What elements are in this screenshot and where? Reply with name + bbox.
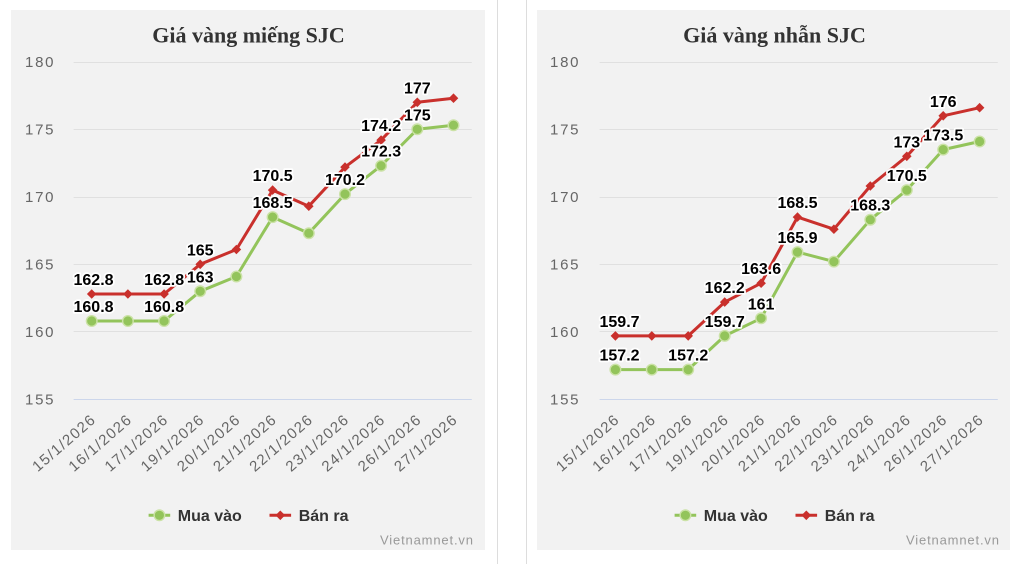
svg-text:168.5: 168.5 — [253, 195, 293, 212]
svg-text:162.8: 162.8 — [144, 272, 184, 289]
svg-text:175: 175 — [25, 122, 54, 139]
svg-text:177: 177 — [404, 80, 431, 97]
svg-text:165.9: 165.9 — [777, 230, 817, 247]
svg-text:163.6: 163.6 — [741, 261, 781, 278]
svg-text:Vietnamnet.vn: Vietnamnet.vn — [906, 533, 999, 548]
svg-text:168.5: 168.5 — [777, 195, 817, 212]
svg-text:Giá vàng miếng SJC: Giá vàng miếng SJC — [152, 22, 345, 47]
svg-text:159.7: 159.7 — [600, 314, 640, 331]
svg-text:155: 155 — [25, 392, 54, 409]
svg-text:Bán ra: Bán ra — [299, 508, 349, 525]
svg-text:173: 173 — [893, 134, 920, 151]
svg-text:162.8: 162.8 — [74, 272, 114, 289]
svg-text:Mua vào: Mua vào — [704, 508, 768, 525]
svg-text:160: 160 — [550, 324, 579, 341]
svg-text:157.2: 157.2 — [668, 348, 708, 365]
svg-text:175: 175 — [404, 107, 431, 124]
svg-text:155: 155 — [550, 392, 579, 409]
svg-text:170.2: 170.2 — [325, 172, 365, 189]
svg-text:170.5: 170.5 — [887, 168, 927, 185]
svg-text:180: 180 — [550, 54, 579, 71]
svg-text:Giá vàng nhẫn SJC: Giá vàng nhẫn SJC — [683, 22, 866, 47]
svg-text:168.3: 168.3 — [850, 198, 890, 215]
svg-text:160.8: 160.8 — [144, 299, 184, 316]
svg-text:165: 165 — [25, 257, 54, 274]
svg-text:160.8: 160.8 — [74, 299, 114, 316]
svg-text:159.7: 159.7 — [705, 314, 745, 331]
svg-text:172.3: 172.3 — [361, 144, 401, 161]
svg-text:175: 175 — [550, 122, 579, 139]
svg-text:165: 165 — [550, 257, 579, 274]
svg-text:180: 180 — [25, 54, 54, 71]
svg-text:161: 161 — [748, 296, 775, 313]
svg-text:Bán ra: Bán ra — [825, 508, 875, 525]
svg-text:170: 170 — [550, 189, 579, 206]
svg-text:157.2: 157.2 — [600, 348, 640, 365]
svg-text:170.5: 170.5 — [253, 168, 293, 185]
svg-text:165: 165 — [187, 242, 214, 259]
svg-text:170: 170 — [25, 189, 54, 206]
svg-text:Vietnamnet.vn: Vietnamnet.vn — [380, 533, 473, 548]
svg-text:162.2: 162.2 — [705, 280, 745, 297]
svg-text:Mua vào: Mua vào — [178, 508, 242, 525]
svg-text:163: 163 — [187, 269, 214, 286]
svg-text:174.2: 174.2 — [361, 118, 401, 135]
svg-text:173.5: 173.5 — [923, 128, 963, 145]
svg-text:160: 160 — [25, 324, 54, 341]
svg-text:176: 176 — [930, 94, 957, 111]
